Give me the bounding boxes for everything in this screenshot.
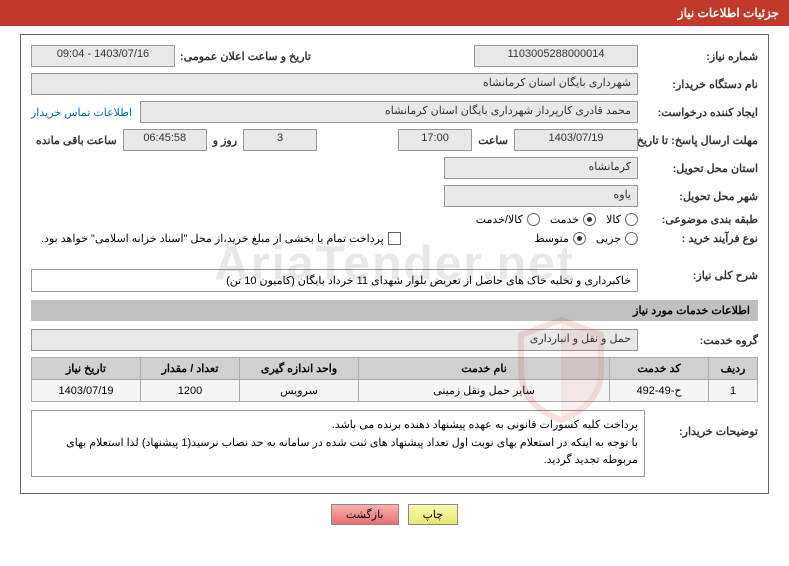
cell-code: ح-49-492: [610, 380, 709, 402]
page-header: جزئیات اطلاعات نیاز: [0, 0, 789, 26]
service-group-label: گروه خدمت:: [643, 334, 758, 347]
page-title: جزئیات اطلاعات نیاز: [678, 6, 779, 20]
buyer-notes-line1: پرداخت کلیه کسورات قانونی به عهده پیشنها…: [38, 417, 638, 435]
buyer-contact-link[interactable]: اطلاعات تماس خریدار: [31, 106, 132, 119]
th-date: تاریخ نیاز: [32, 358, 141, 380]
general-desc-value: خاکبرداری و تخلیه خاک های حاصل از تعریض …: [31, 269, 638, 292]
type-medium[interactable]: متوسط: [534, 232, 586, 245]
category-label: طبقه بندی موضوعی:: [643, 213, 758, 226]
cell-unit: سرویس: [240, 380, 359, 402]
requester-value: محمد قادری کارپرداز شهرداری بایگان استان…: [140, 101, 638, 123]
requester-label: ایجاد کننده درخواست:: [643, 106, 758, 119]
deadline-time-value: 17:00: [398, 129, 472, 151]
announce-date-label: تاریخ و ساعت اعلان عمومی:: [180, 50, 311, 63]
request-number-value: 1103005288000014: [474, 45, 638, 67]
back-button[interactable]: بازگشت: [331, 504, 399, 525]
radio-icon: [573, 232, 586, 245]
days-remaining-value: 3: [243, 129, 317, 151]
buyer-org-value: شهرداری بایگان استان کرمانشاه: [31, 73, 638, 95]
th-row: ردیف: [709, 358, 758, 380]
category-service[interactable]: خدمت: [550, 213, 596, 226]
radio-icon: [625, 213, 638, 226]
cell-qty: 1200: [141, 380, 240, 402]
radio-icon: [583, 213, 596, 226]
category-goods-service[interactable]: کالا/خدمت: [476, 213, 540, 226]
type-minor[interactable]: جزیی: [596, 232, 638, 245]
purchase-type-label: نوع فرآیند خرید :: [643, 232, 758, 245]
services-info-title: اطلاعات خدمات مورد نیاز: [31, 300, 758, 321]
time-remaining-value: 06:45:58: [123, 129, 207, 151]
delivery-province-value: کرمانشاه: [444, 157, 638, 179]
deadline-label: مهلت ارسال پاسخ: تا تاریخ:: [643, 134, 758, 147]
announce-date-value: 1403/07/16 - 09:04: [31, 45, 175, 67]
time-label: ساعت: [478, 134, 508, 147]
buyer-notes-line2: با توجه به اینکه در استعلام بهای نوبت او…: [38, 435, 638, 470]
days-and-label: روز و: [213, 134, 237, 147]
button-row: چاپ بازگشت: [0, 504, 789, 525]
delivery-province-label: استان محل تحویل:: [643, 162, 758, 175]
th-qty: تعداد / مقدار: [141, 358, 240, 380]
radio-icon: [527, 213, 540, 226]
cell-num: 1: [709, 380, 758, 402]
th-code: کد خدمت: [610, 358, 709, 380]
general-desc-label: شرح کلی نیاز:: [643, 269, 758, 282]
services-table: ردیف کد خدمت نام خدمت واحد اندازه گیری ت…: [31, 357, 758, 402]
delivery-city-value: یاوه: [444, 185, 638, 207]
remaining-label: ساعت باقی مانده: [36, 134, 117, 147]
payment-note-check[interactable]: پرداخت تمام یا بخشی از مبلغ خرید،از محل …: [41, 232, 401, 245]
main-content: AriaTender.net شماره نیاز: 1103005288000…: [20, 34, 769, 494]
category-goods[interactable]: کالا: [606, 213, 638, 226]
service-group-value: حمل و نقل و انبارداری: [31, 329, 638, 351]
buyer-org-label: نام دستگاه خریدار:: [643, 78, 758, 91]
deadline-date-value: 1403/07/19: [514, 129, 638, 151]
print-button[interactable]: چاپ: [408, 504, 459, 525]
radio-icon: [625, 232, 638, 245]
delivery-city-label: شهر محل تحویل:: [643, 190, 758, 203]
th-name: نام خدمت: [359, 358, 610, 380]
checkbox-icon: [388, 232, 401, 245]
cell-name: سایر حمل ونقل زمینی: [359, 380, 610, 402]
buyer-notes-label: توضیحات خریدار:: [655, 410, 758, 438]
buyer-notes-box: پرداخت کلیه کسورات قانونی به عهده پیشنها…: [31, 410, 645, 477]
table-row: 1 ح-49-492 سایر حمل ونقل زمینی سرویس 120…: [32, 380, 758, 402]
cell-date: 1403/07/19: [32, 380, 141, 402]
th-unit: واحد اندازه گیری: [240, 358, 359, 380]
request-number-label: شماره نیاز:: [643, 50, 758, 63]
